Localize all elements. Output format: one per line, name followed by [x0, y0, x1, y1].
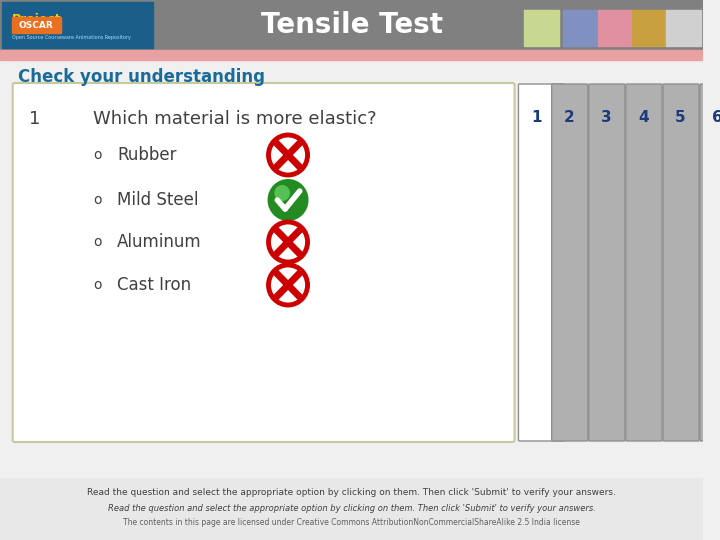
Bar [598, 10, 633, 46]
Bar [563, 10, 598, 46]
FancyBboxPatch shape [700, 84, 720, 441]
Text: Tensile Test: Tensile Test [261, 11, 443, 39]
Text: Read the question and select the appropriate option by clicking on them. Then cl: Read the question and select the appropr… [107, 504, 595, 513]
Circle shape [268, 179, 309, 221]
Text: 3: 3 [601, 110, 612, 125]
Text: 1: 1 [532, 110, 542, 125]
Text: OSCAR: OSCAR [19, 21, 53, 30]
FancyBboxPatch shape [13, 83, 515, 442]
Text: The contents in this page are licensed under Creative Commons AttributionNonComm: The contents in this page are licensed u… [123, 518, 580, 527]
Text: Cast Iron: Cast Iron [117, 276, 192, 294]
FancyBboxPatch shape [589, 84, 625, 441]
Circle shape [271, 268, 305, 302]
Text: Open Source Courseware Animations Repository: Open Source Courseware Animations Reposi… [12, 35, 130, 40]
Text: o: o [94, 235, 102, 249]
FancyBboxPatch shape [626, 84, 662, 441]
Text: Check your understanding: Check your understanding [17, 68, 264, 86]
Text: o: o [94, 148, 102, 162]
Bar [0, 60, 703, 480]
Bar [0, 478, 703, 540]
Bar [524, 10, 559, 46]
Text: o: o [94, 193, 102, 207]
Text: 6: 6 [712, 110, 720, 125]
Text: 5: 5 [675, 110, 686, 125]
FancyBboxPatch shape [552, 84, 588, 441]
Bar [631, 10, 667, 46]
Bar [0, 50, 703, 60]
Text: Which material is more elastic?: Which material is more elastic? [93, 110, 377, 128]
Text: 2: 2 [564, 110, 575, 125]
Circle shape [271, 225, 305, 259]
Text: Read the question and select the appropriate option by clicking on them. Then cl: Read the question and select the appropr… [87, 488, 616, 497]
Bar [0, 0, 703, 50]
Text: 4: 4 [638, 110, 649, 125]
Bar [12, 17, 60, 33]
Circle shape [274, 185, 290, 201]
Text: Mild Steel: Mild Steel [117, 191, 199, 209]
Bar [2, 2, 153, 48]
FancyBboxPatch shape [518, 84, 564, 441]
Circle shape [271, 138, 305, 172]
Text: 1: 1 [30, 110, 40, 128]
Bar [666, 10, 701, 46]
Text: Project: Project [12, 13, 61, 26]
FancyBboxPatch shape [663, 84, 699, 441]
Text: Aluminum: Aluminum [117, 233, 202, 251]
Text: o: o [94, 278, 102, 292]
Text: Rubber: Rubber [117, 146, 176, 164]
